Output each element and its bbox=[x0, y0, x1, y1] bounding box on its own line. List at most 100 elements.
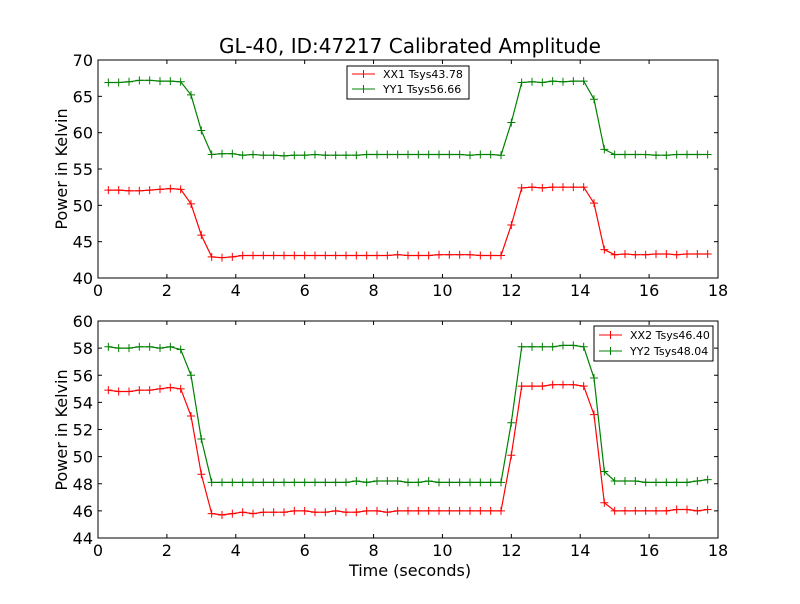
top-x-tick-label: 0 bbox=[93, 281, 103, 300]
top-data-point-yy1 bbox=[414, 150, 423, 159]
top-data-point-yy1 bbox=[383, 150, 392, 159]
bottom-data-point-xx2 bbox=[362, 506, 371, 515]
bottom-data-point-xx2 bbox=[497, 506, 505, 515]
chart-title: GL-40, ID:47217 Calibrated Amplitude bbox=[219, 34, 601, 58]
top-data-point-xx1 bbox=[342, 251, 350, 260]
top-data-point-xx1 bbox=[610, 250, 619, 259]
top-data-point-yy1 bbox=[259, 151, 268, 160]
bottom-x-tick-label: 14 bbox=[570, 541, 590, 560]
top-x-tick-label: 14 bbox=[570, 281, 590, 300]
top-subplot: Power in Kelvin 0 2 4 6 8 10 12 14 16 18 40 45 50 55 6… bbox=[52, 51, 728, 300]
top-y-tick-label: 60 bbox=[73, 124, 93, 143]
top-data-point-xx1 bbox=[125, 186, 133, 195]
bottom-data-point-xx2 bbox=[249, 509, 257, 518]
bottom-data-point-xx2 bbox=[414, 506, 423, 515]
bottom-data-point-yy2 bbox=[683, 478, 691, 487]
bottom-data-point-yy2 bbox=[538, 342, 547, 351]
bottom-data-point-xx2 bbox=[641, 506, 650, 515]
bottom-data-point-yy2 bbox=[610, 477, 619, 486]
bottom-data-point-yy2 bbox=[600, 467, 609, 476]
bottom-data-point-yy2 bbox=[528, 342, 536, 351]
bottom-data-point-xx2 bbox=[538, 382, 547, 391]
top-data-point-xx1 bbox=[393, 250, 402, 259]
top-data-point-yy1 bbox=[187, 90, 195, 99]
bottom-data-point-yy2 bbox=[414, 478, 423, 487]
top-data-point-xx1 bbox=[652, 250, 660, 259]
top-data-point-xx1 bbox=[528, 183, 536, 192]
top-data-point-yy1 bbox=[176, 77, 185, 86]
top-data-point-yy1 bbox=[125, 77, 133, 86]
bottom-data-point-xx2 bbox=[455, 506, 464, 515]
top-data-point-xx1 bbox=[631, 250, 640, 259]
bottom-data-point-xx2 bbox=[280, 508, 288, 517]
top-data-point-yy1 bbox=[104, 78, 113, 87]
top-data-point-yy1 bbox=[300, 151, 309, 160]
top-data-point-yy1 bbox=[352, 151, 361, 160]
bottom-data-point-xx2 bbox=[672, 505, 681, 514]
bottom-data-point-xx2 bbox=[269, 508, 278, 517]
top-data-point-yy1 bbox=[290, 151, 299, 160]
bottom-data-point-xx2 bbox=[404, 506, 412, 515]
bottom-data-point-yy2 bbox=[652, 478, 660, 487]
bottom-x-tick-label: 2 bbox=[162, 541, 172, 560]
bottom-data-point-yy2 bbox=[466, 478, 474, 487]
top-data-point-yy1 bbox=[114, 78, 123, 87]
bottom-y-tick-label: 44 bbox=[73, 529, 93, 548]
top-data-point-yy1 bbox=[683, 150, 691, 159]
bottom-data-point-yy2 bbox=[435, 478, 443, 487]
bottom-data-point-yy2 bbox=[662, 478, 671, 487]
bottom-data-point-yy2 bbox=[621, 477, 629, 486]
bottom-data-point-xx2 bbox=[321, 508, 330, 517]
bottom-data-point-yy2 bbox=[362, 478, 371, 487]
top-data-point-xx1 bbox=[538, 183, 547, 192]
bottom-data-point-xx2 bbox=[104, 386, 113, 395]
top-data-point-yy1 bbox=[197, 126, 206, 135]
top-data-point-xx1 bbox=[559, 183, 567, 192]
bottom-data-point-xx2 bbox=[424, 506, 433, 515]
top-legend-marker-xx1 bbox=[359, 70, 368, 78]
top-data-point-yy1 bbox=[652, 151, 660, 160]
top-y-tick-label: 45 bbox=[73, 233, 93, 252]
top-y-axis-label: Power in Kelvin bbox=[52, 108, 71, 229]
bottom-data-point-xx2 bbox=[311, 508, 319, 517]
top-data-point-xx1 bbox=[238, 251, 247, 260]
bottom-data-point-xx2 bbox=[342, 508, 350, 517]
top-data-point-xx1 bbox=[135, 186, 144, 195]
top-data-point-xx1 bbox=[683, 250, 691, 259]
bottom-x-tick-label: 10 bbox=[432, 541, 452, 560]
top-data-point-yy1 bbox=[280, 151, 288, 160]
bottom-y-tick-label: 50 bbox=[73, 448, 93, 467]
top-x-tick-label: 8 bbox=[368, 281, 378, 300]
bottom-data-point-yy2 bbox=[156, 344, 164, 353]
top-data-point-xx1 bbox=[662, 250, 671, 259]
bottom-legend-label-xx2: XX2 Tsys46.40 bbox=[630, 329, 710, 342]
top-data-point-yy1 bbox=[145, 76, 154, 85]
bottom-x-tick-label: 12 bbox=[501, 541, 521, 560]
bottom-data-point-xx2 bbox=[352, 508, 361, 517]
top-data-point-yy1 bbox=[435, 150, 443, 159]
top-data-point-xx1 bbox=[672, 250, 681, 259]
top-series-group bbox=[104, 76, 712, 262]
bottom-data-point-xx2 bbox=[466, 506, 474, 515]
top-data-point-yy1 bbox=[507, 118, 516, 127]
top-y-tick-label: 55 bbox=[73, 160, 93, 179]
bottom-legend-marker-yy2 bbox=[606, 347, 615, 355]
top-data-point-xx1 bbox=[424, 251, 433, 260]
bottom-y-tick-label: 54 bbox=[73, 393, 93, 412]
bottom-data-point-yy2 bbox=[197, 434, 206, 443]
top-data-point-xx1 bbox=[249, 251, 257, 260]
top-data-point-yy1 bbox=[466, 151, 474, 160]
bottom-data-point-xx2 bbox=[290, 506, 299, 515]
top-data-point-xx1 bbox=[269, 251, 278, 260]
top-data-point-xx1 bbox=[466, 250, 474, 259]
bottom-data-point-yy2 bbox=[352, 477, 361, 486]
bottom-data-point-xx2 bbox=[652, 506, 660, 515]
top-data-point-xx1 bbox=[435, 250, 443, 259]
top-data-point-xx1 bbox=[641, 250, 650, 259]
top-data-point-xx1 bbox=[218, 253, 226, 262]
top-x-tick-label: 4 bbox=[231, 281, 241, 300]
bottom-data-point-xx2 bbox=[548, 380, 557, 389]
top-data-point-xx1 bbox=[290, 251, 299, 260]
top-data-point-xx1 bbox=[104, 186, 113, 195]
